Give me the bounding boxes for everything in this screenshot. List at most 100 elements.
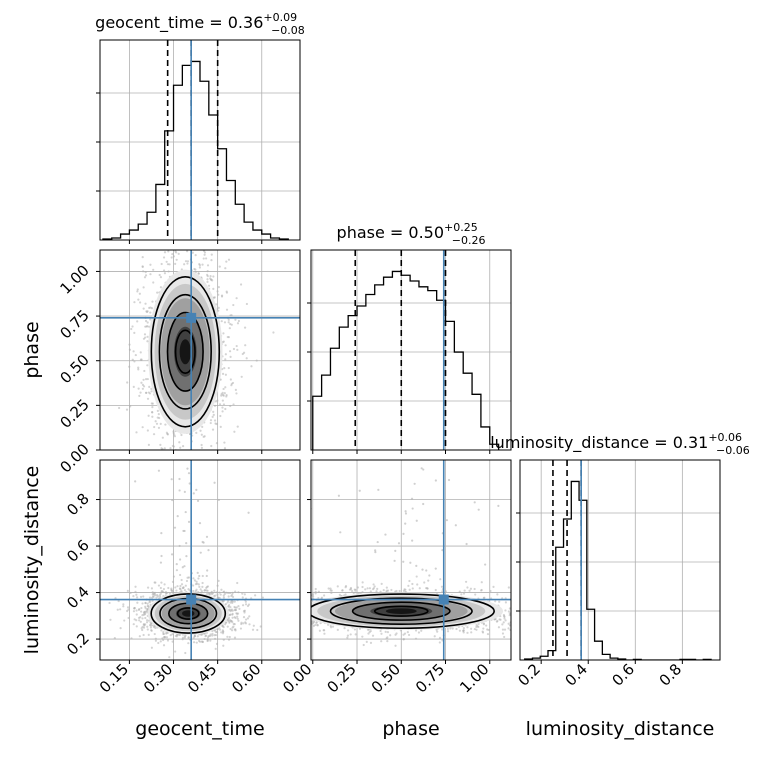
sample-point-outlier: [434, 567, 437, 570]
sample-point: [213, 404, 217, 407]
sample-point: [165, 592, 168, 595]
sample-point: [211, 592, 214, 595]
sample-point: [198, 585, 201, 588]
sample-point: [295, 606, 297, 608]
sample-point: [132, 623, 135, 626]
sample-point: [148, 306, 151, 310]
sample-point: [323, 594, 326, 597]
sample-point: [128, 348, 131, 351]
sample-point: [498, 618, 501, 621]
sample-point: [503, 628, 507, 631]
sample-point: [162, 630, 165, 634]
sample-point: [229, 355, 232, 358]
sample-point: [144, 319, 148, 323]
sample-point: [150, 402, 153, 405]
sample-point: [252, 624, 255, 627]
sample-point: [231, 591, 234, 594]
sample-point: [460, 593, 463, 596]
sample-point: [242, 622, 245, 625]
sample-point: [501, 623, 504, 626]
sample-point: [511, 596, 513, 598]
sample-point: [157, 584, 161, 587]
sample-point: [302, 618, 304, 620]
sample-point: [171, 482, 173, 484]
sample-point: [507, 586, 510, 589]
sample-point: [466, 631, 469, 634]
sample-point-outlier: [410, 497, 414, 500]
sample-point: [211, 634, 214, 637]
sample-point: [235, 612, 238, 615]
sample-point: [341, 589, 344, 592]
sample-point: [232, 403, 235, 406]
sample-point: [150, 452, 152, 454]
sample-point: [137, 368, 140, 371]
sample-point: [195, 248, 197, 250]
sample-point: [379, 590, 382, 593]
sample-point: [486, 632, 490, 636]
sample-point: [87, 472, 89, 474]
sample-point: [155, 482, 157, 484]
sample-point: [489, 589, 492, 593]
sample-point: [438, 641, 441, 644]
sample-point: [305, 630, 307, 632]
sample-point: [109, 618, 112, 621]
sample-point: [123, 525, 125, 527]
sample-point: [248, 623, 251, 626]
sample-point: [327, 587, 330, 590]
sample-point: [302, 597, 304, 599]
sample-point-outlier: [185, 555, 188, 558]
sample-point: [141, 383, 145, 386]
panel-title: luminosity_distance = 0.31+0.06 −0.06: [490, 431, 750, 457]
sample-point: [306, 612, 308, 614]
sample-point: [254, 600, 256, 602]
sample-point: [359, 592, 362, 595]
sample-point: [219, 593, 222, 596]
sample-point: [523, 595, 525, 597]
sample-point: [158, 273, 161, 277]
sample-point: [142, 633, 145, 637]
sample-point-outlier: [192, 492, 195, 495]
sample-point: [142, 270, 145, 273]
sample-point: [152, 592, 155, 595]
sample-point: [384, 630, 387, 633]
sample-point: [433, 635, 436, 638]
sample-point: [159, 640, 162, 643]
sample-point: [144, 271, 147, 274]
sample-point: [235, 392, 238, 395]
sample-point: [122, 605, 125, 608]
sample-point: [148, 596, 152, 599]
sample-point: [126, 606, 130, 609]
sample-point: [164, 423, 167, 426]
sample-point: [183, 589, 186, 592]
sample-point: [175, 589, 178, 592]
sample-point: [346, 629, 350, 632]
sample-point-outlier: [176, 515, 179, 518]
scatter-panel-phase vs geocent_time: [87, 248, 300, 555]
sample-point: [225, 468, 227, 470]
sample-point: [216, 290, 219, 293]
sample-point: [480, 581, 483, 584]
x-axis-label: luminosity_distance: [526, 718, 715, 740]
sample-point: [270, 600, 272, 602]
sample-point: [270, 613, 272, 615]
sample-point: [282, 611, 284, 613]
sample-point: [227, 336, 230, 339]
sample-point: [317, 590, 320, 593]
sample-point: [216, 593, 219, 596]
sample-point: [192, 636, 195, 639]
sample-point: [146, 608, 149, 611]
sample-point-outlier: [178, 477, 181, 481]
sample-point: [386, 640, 389, 643]
sample-point: [317, 597, 320, 600]
sample-point: [145, 310, 149, 314]
sample-point: [234, 628, 237, 631]
sample-point: [274, 604, 276, 606]
sample-point: [228, 635, 231, 639]
sample-point: [411, 587, 414, 590]
sample-point: [349, 586, 353, 590]
sample-point: [146, 340, 149, 343]
sample-point: [223, 321, 227, 324]
y-tick-label: 1.00: [56, 262, 92, 298]
sample-point: [179, 553, 181, 555]
sample-point: [146, 625, 149, 628]
